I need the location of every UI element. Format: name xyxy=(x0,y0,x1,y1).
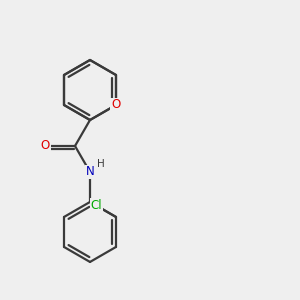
Text: O: O xyxy=(111,98,121,112)
Text: O: O xyxy=(40,140,50,152)
Text: H: H xyxy=(97,160,104,170)
Text: Cl: Cl xyxy=(91,199,102,212)
Text: N: N xyxy=(85,166,94,178)
